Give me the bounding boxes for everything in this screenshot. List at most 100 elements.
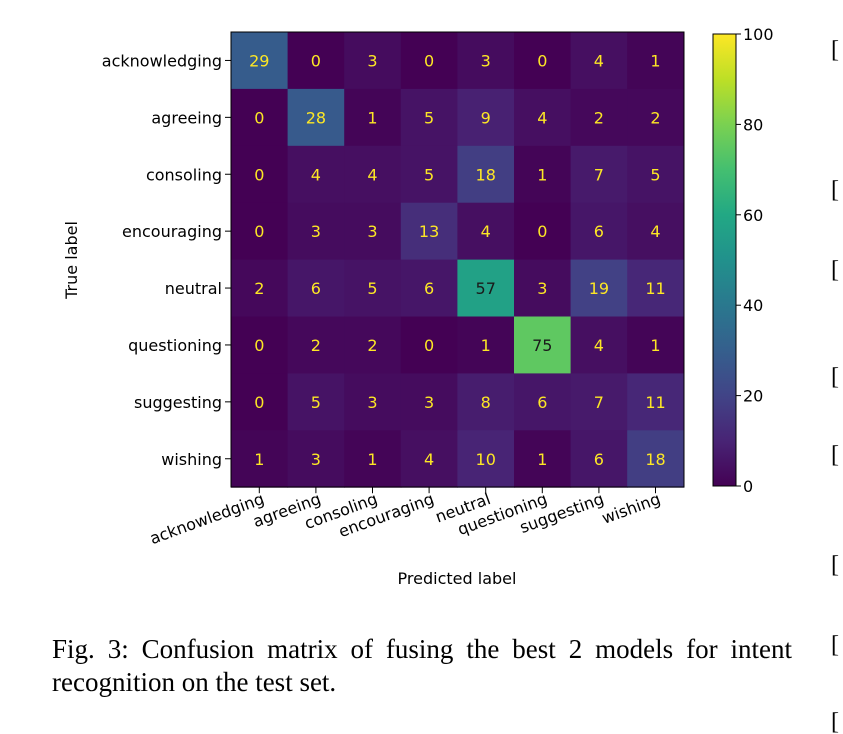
cell-agreeing-neutral — [457, 88, 515, 147]
colorbar-tick-label: 20 — [743, 387, 763, 406]
side-bracket: [ — [831, 365, 839, 389]
cell-value: 19 — [589, 279, 609, 298]
cell-value: 1 — [537, 165, 547, 184]
y-tick-label: encouraging — [122, 222, 222, 241]
cell-neutral-acknowledging — [231, 259, 289, 317]
cell-value: 5 — [424, 108, 434, 127]
cell-value: 11 — [645, 279, 665, 298]
cell-wishing-neutral — [457, 430, 515, 488]
plot-frame — [230, 31, 685, 488]
cell-value: 1 — [481, 336, 491, 355]
side-bracket: [ — [831, 258, 839, 282]
cell-neutral-encouraging — [400, 259, 458, 317]
y-tick-label: wishing — [161, 450, 222, 469]
x-axis-label: Predicted label — [398, 569, 517, 588]
cell-value: 3 — [481, 51, 491, 70]
cell-value: 10 — [476, 450, 496, 469]
x-tick-label: wishing — [599, 489, 663, 528]
cell-value: 3 — [311, 222, 321, 241]
cell-acknowledging-acknowledging — [231, 32, 289, 90]
cell-value: 1 — [254, 450, 264, 469]
cell-consoling-agreeing — [287, 145, 345, 204]
cell-agreeing-consoling — [344, 88, 402, 147]
cell-agreeing-suggesting — [570, 88, 628, 147]
cell-value: 57 — [476, 279, 496, 298]
cell-agreeing-wishing — [627, 88, 685, 147]
y-tick-label: acknowledging — [102, 51, 222, 70]
heatmap-cells — [231, 32, 685, 488]
colorbar-tick-label: 60 — [743, 206, 763, 225]
cell-value: 0 — [254, 336, 264, 355]
cell-wishing-agreeing — [287, 430, 345, 488]
cell-value: 6 — [424, 279, 434, 298]
cell-neutral-questioning — [514, 259, 572, 317]
cell-suggesting-neutral — [457, 373, 515, 431]
cell-value: 0 — [537, 51, 547, 70]
cell-value: 3 — [311, 450, 321, 469]
cell-questioning-questioning — [514, 316, 572, 374]
cell-consoling-neutral — [457, 145, 515, 204]
y-tick-label: consoling — [146, 165, 222, 184]
cell-value: 2 — [650, 108, 660, 127]
cell-questioning-encouraging — [400, 316, 458, 374]
cell-value: 5 — [311, 393, 321, 412]
cell-encouraging-encouraging — [400, 202, 458, 261]
cell-value: 0 — [254, 108, 264, 127]
cell-value: 1 — [367, 450, 377, 469]
cell-value: 18 — [476, 165, 496, 184]
cell-consoling-encouraging — [400, 145, 458, 204]
cell-acknowledging-consoling — [344, 32, 402, 90]
cell-acknowledging-agreeing — [287, 32, 345, 90]
cell-wishing-wishing — [627, 430, 685, 488]
cell-value: 5 — [650, 165, 660, 184]
cell-value: 0 — [424, 51, 434, 70]
cell-encouraging-suggesting — [570, 202, 628, 261]
cell-consoling-consoling — [344, 145, 402, 204]
cell-value: 7 — [594, 393, 604, 412]
cell-value: 11 — [645, 393, 665, 412]
cell-acknowledging-wishing — [627, 32, 685, 90]
cell-encouraging-wishing — [627, 202, 685, 261]
cell-questioning-wishing — [627, 316, 685, 374]
y-tick-label: suggesting — [134, 393, 222, 412]
cell-value: 2 — [254, 279, 264, 298]
cell-agreeing-acknowledging — [231, 88, 289, 147]
x-axis-ticks: acknowledgingagreeingconsolingencouragin… — [147, 487, 663, 548]
cell-neutral-wishing — [627, 259, 685, 317]
y-axis-label: True label — [62, 221, 81, 300]
cell-wishing-questioning — [514, 430, 572, 488]
cell-value: 5 — [367, 279, 377, 298]
cell-acknowledging-questioning — [514, 32, 572, 90]
heatmap-cell-values: 29 0 3 0 3 0 4 10 28 1 5 9 4 2 20 4 4 5 18 1 7 50 3 3 13 4 0 6 42 6 5 6… — [249, 51, 666, 468]
colorbar-ticks: 0 20 40 60 80 100 — [736, 25, 774, 496]
cell-value: 3 — [367, 393, 377, 412]
cell-value: 18 — [645, 450, 665, 469]
cell-consoling-wishing — [627, 145, 685, 204]
cell-value: 5 — [424, 165, 434, 184]
cell-acknowledging-encouraging — [400, 32, 458, 90]
cell-value: 1 — [537, 450, 547, 469]
colorbar-tick-label: 40 — [743, 296, 763, 315]
cell-value: 2 — [311, 336, 321, 355]
cell-value: 0 — [254, 165, 264, 184]
cell-value: 9 — [481, 108, 491, 127]
cell-value: 4 — [481, 222, 491, 241]
cell-value: 0 — [424, 336, 434, 355]
cell-wishing-encouraging — [400, 430, 458, 488]
cell-neutral-suggesting — [570, 259, 628, 317]
side-bracket: [ — [831, 710, 839, 734]
cell-value: 6 — [594, 450, 604, 469]
cell-value: 4 — [311, 165, 321, 184]
cell-encouraging-acknowledging — [231, 202, 289, 261]
cell-encouraging-neutral — [457, 202, 515, 261]
cell-neutral-agreeing — [287, 259, 345, 317]
cell-suggesting-wishing — [627, 373, 685, 431]
cell-suggesting-acknowledging — [231, 373, 289, 431]
cell-value: 3 — [367, 51, 377, 70]
cell-value: 4 — [594, 51, 604, 70]
cell-questioning-agreeing — [287, 316, 345, 374]
colorbar — [712, 33, 737, 487]
cell-questioning-acknowledging — [231, 316, 289, 374]
cell-acknowledging-neutral — [457, 32, 515, 90]
cell-consoling-suggesting — [570, 145, 628, 204]
